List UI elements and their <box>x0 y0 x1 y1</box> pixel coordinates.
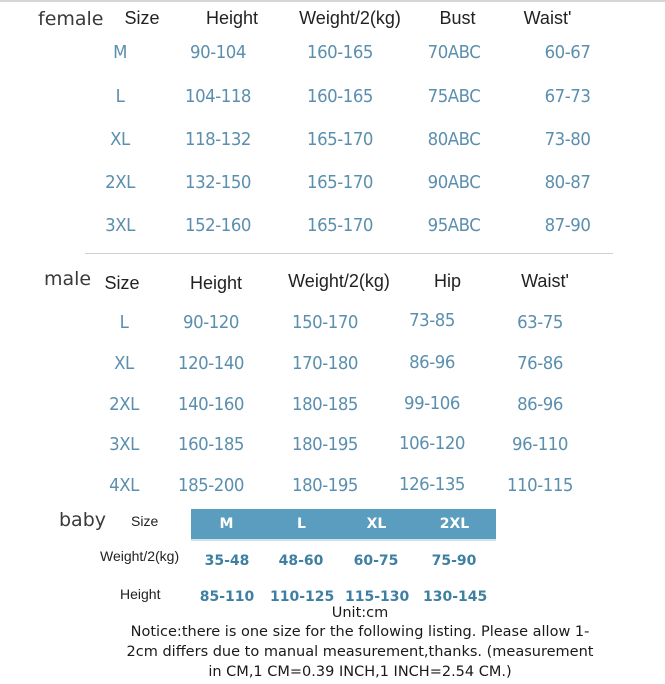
bust-cell: 95ABC <box>427 215 481 236</box>
hip-cell: 73-85 <box>409 310 455 331</box>
waist-cell: 76-86 <box>517 353 563 374</box>
weight-cell: 165-170 <box>307 215 373 236</box>
hip-cell: 126-135 <box>399 474 465 495</box>
size-cell: 2XL <box>105 172 135 193</box>
baby-size-2xl: 2XL <box>439 516 470 532</box>
waist-cell: 67-73 <box>544 86 591 107</box>
size-cell: XL <box>114 353 134 374</box>
size-cell: 3XL <box>109 434 139 455</box>
waist-cell: 60-67 <box>544 42 591 63</box>
height-cell: 130-145 <box>423 589 488 605</box>
waist-cell: 87-90 <box>544 215 591 236</box>
notice-line-3: in CM,1 CM=0.39 INCH,1 INCH=2.54 CM.) <box>208 664 512 680</box>
weight-cell: 180-195 <box>292 475 358 496</box>
baby-height-label: Height <box>120 586 161 602</box>
height-cell: 115-130 <box>345 589 410 605</box>
height-cell: 185-200 <box>178 475 244 496</box>
size-cell: 3XL <box>105 215 135 236</box>
height-cell: 90-120 <box>183 312 239 333</box>
female-header-height: Height <box>205 8 259 28</box>
weight-cell: 180-185 <box>292 394 358 415</box>
top-border <box>0 0 665 2</box>
male-header-waist: Waist' <box>521 271 569 291</box>
unit-label: Unit:cm <box>331 605 389 621</box>
weight-cell: 60-75 <box>353 553 399 569</box>
bust-cell: 70ABC <box>427 42 481 63</box>
waist-cell: 80-87 <box>544 172 591 193</box>
weight-cell: 75-90 <box>431 553 477 569</box>
baby-section-label: baby <box>59 509 107 531</box>
baby-header-size: Size <box>131 513 159 529</box>
size-cell: L <box>115 86 125 107</box>
weight-cell: 160-165 <box>307 42 373 63</box>
height-cell: 140-160 <box>178 394 244 415</box>
female-section-label: female <box>38 8 104 30</box>
baby-size-l: L <box>297 516 306 532</box>
weight-cell: 160-165 <box>307 86 373 107</box>
size-cell: M <box>113 42 127 63</box>
height-cell: 90-104 <box>190 42 246 63</box>
male-header-weight: Weight/2(kg) <box>288 271 390 291</box>
height-cell: 120-140 <box>178 353 244 374</box>
weight-cell: 170-180 <box>292 353 358 374</box>
size-cell: 2XL <box>109 394 139 415</box>
bust-cell: 80ABC <box>427 129 481 150</box>
section-divider <box>85 253 613 254</box>
size-cell: L <box>119 312 129 333</box>
height-cell: 132-150 <box>185 172 251 193</box>
bust-cell: 75ABC <box>427 86 481 107</box>
height-cell: 152-160 <box>185 215 251 236</box>
male-section-label: male <box>44 268 92 290</box>
weight-cell: 180-195 <box>292 434 358 455</box>
weight-cell: 165-170 <box>307 172 373 193</box>
waist-cell: 110-115 <box>507 475 573 496</box>
height-cell: 118-132 <box>185 129 251 150</box>
female-header-waist: Waist' <box>523 8 572 28</box>
male-header-size: Size <box>104 273 140 293</box>
weight-cell: 165-170 <box>307 129 373 150</box>
weight-cell: 48-60 <box>278 553 324 569</box>
hip-cell: 106-120 <box>399 433 465 454</box>
waist-cell: 73-80 <box>544 129 591 150</box>
female-header-weight: Weight/2(kg) <box>299 8 401 28</box>
height-cell: 85-110 <box>199 589 255 605</box>
size-cell: 4XL <box>109 475 139 496</box>
bust-cell: 90ABC <box>427 172 481 193</box>
waist-cell: 63-75 <box>517 312 563 333</box>
waist-cell: 96-110 <box>512 434 568 455</box>
height-cell: 110-125 <box>270 589 335 605</box>
height-cell: 104-118 <box>185 86 251 107</box>
baby-size-header-bar: M L XL 2XL <box>191 509 496 541</box>
weight-cell: 150-170 <box>292 312 358 333</box>
notice-line-2: 2cm differs due to manual measurement,th… <box>126 644 594 660</box>
size-cell: XL <box>110 129 130 150</box>
hip-cell: 99-106 <box>404 393 460 414</box>
baby-size-xl: XL <box>366 516 387 532</box>
male-header-hip: Hip <box>433 271 461 291</box>
female-header-size: Size <box>124 8 160 28</box>
male-header-height: Height <box>189 273 243 293</box>
notice-line-1: Notice:there is one size for the followi… <box>130 624 590 640</box>
weight-cell: 35-48 <box>204 553 250 569</box>
baby-weight-label: Weight/2(kg) <box>100 548 180 564</box>
female-header-bust: Bust <box>439 8 476 28</box>
hip-cell: 86-96 <box>409 352 455 373</box>
waist-cell: 86-96 <box>517 394 563 415</box>
height-cell: 160-185 <box>178 434 244 455</box>
baby-size-m: M <box>219 516 234 532</box>
